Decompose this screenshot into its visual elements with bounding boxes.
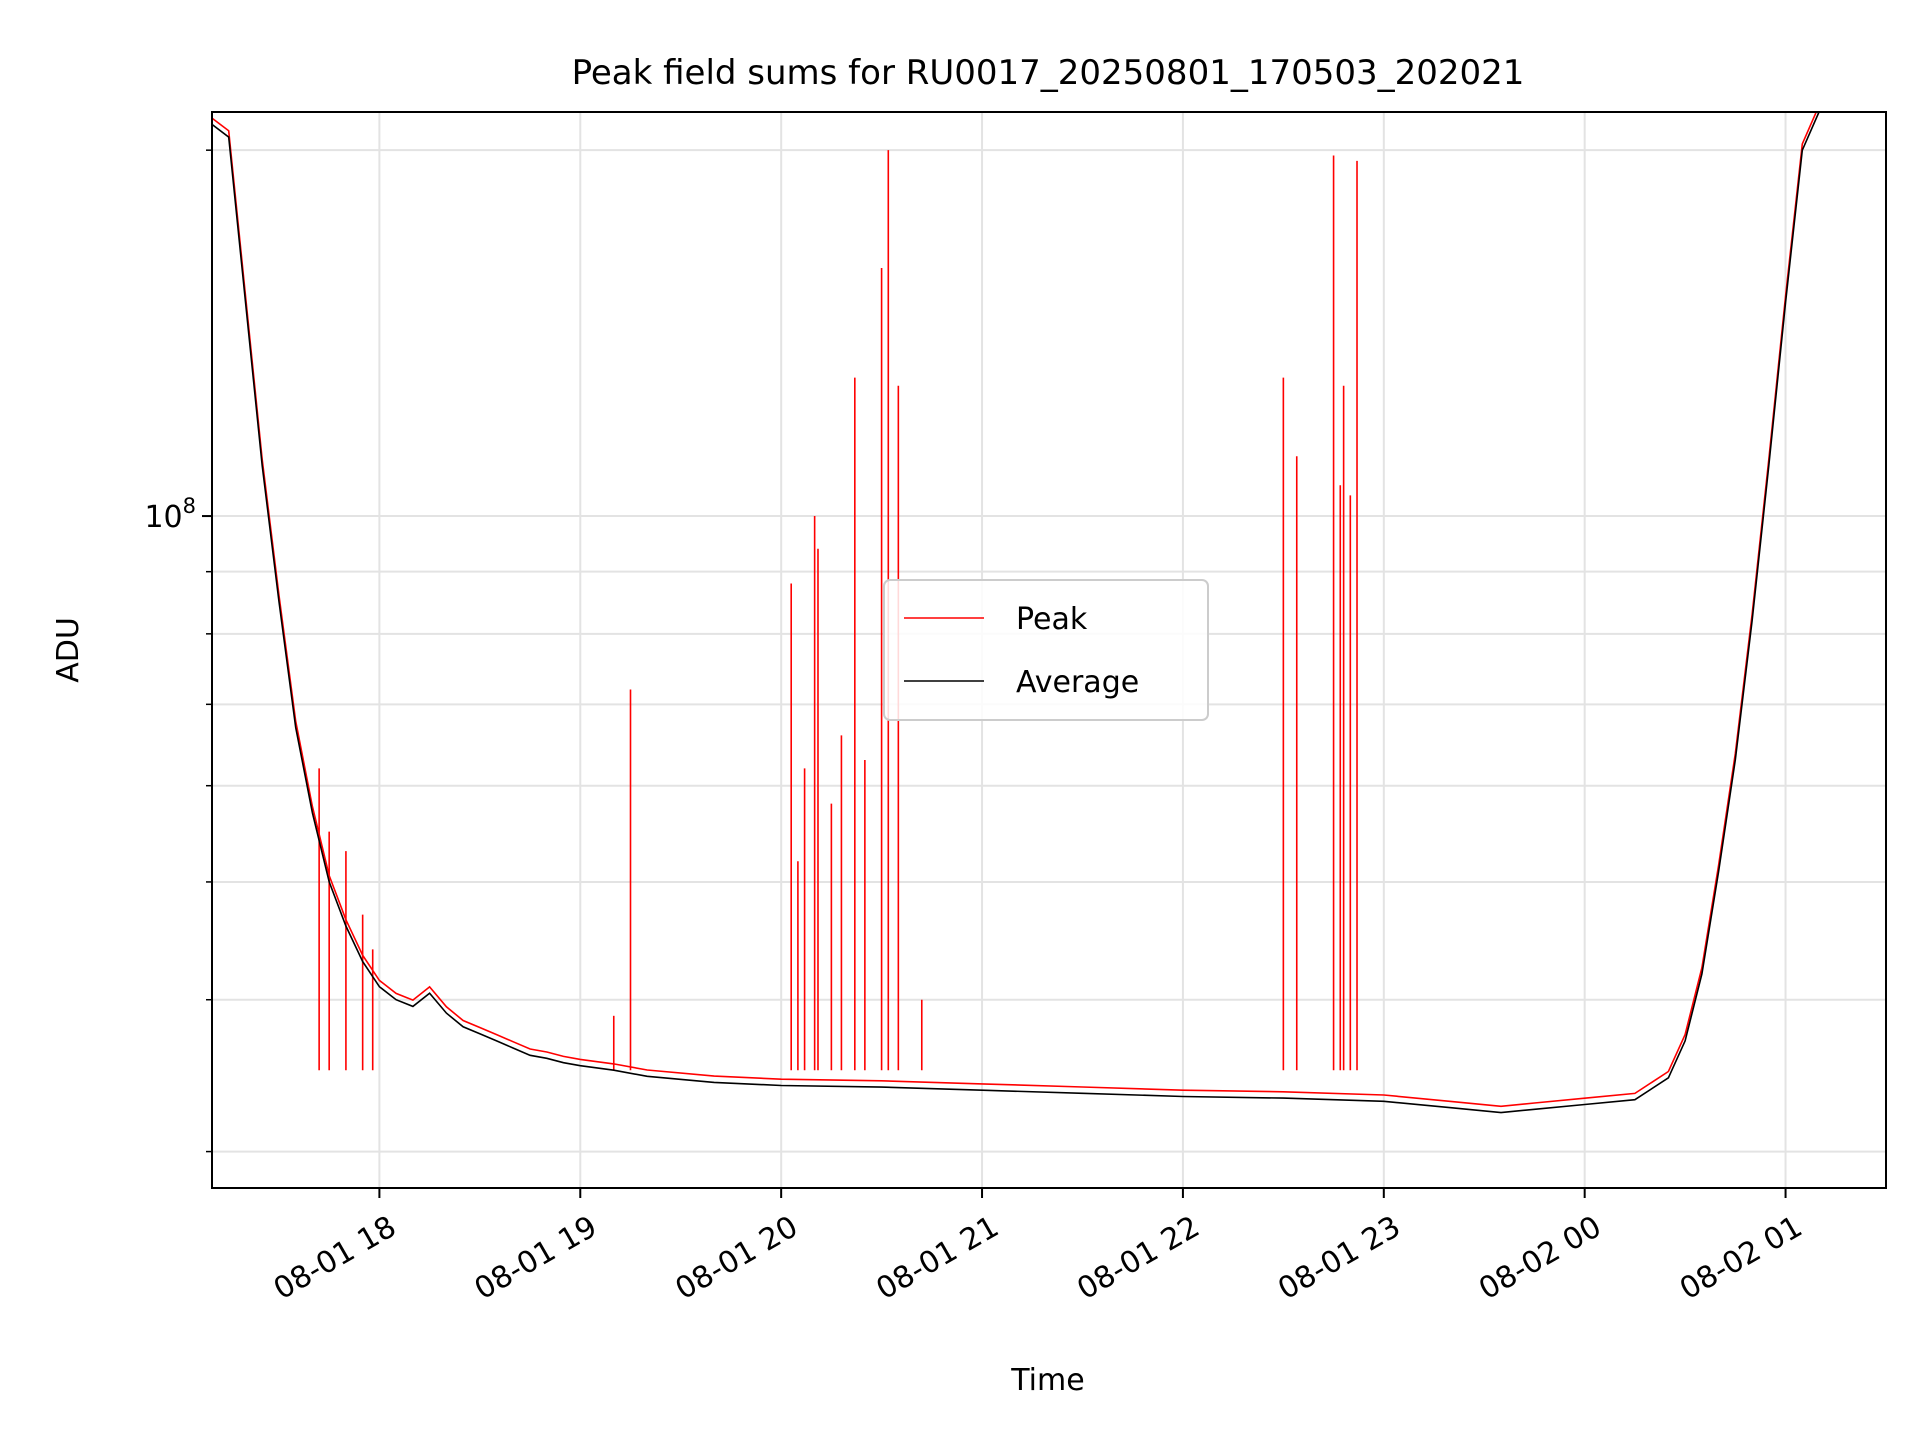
series-peak-line — [212, 112, 1818, 1108]
x-tick-label: 08-01 21 — [871, 1209, 1005, 1307]
x-axis-label: Time — [1010, 1363, 1084, 1398]
x-tick-label: 08-02 01 — [1674, 1209, 1808, 1307]
y-axis-label: ADU — [51, 617, 86, 683]
plot-area — [212, 112, 1853, 1114]
x-tick-label: 08-01 18 — [268, 1209, 402, 1307]
x-tick-label: 08-01 23 — [1272, 1209, 1406, 1307]
plot-frame — [211, 111, 1887, 1189]
chart-title: Peak field sums for RU0017_20250801_1705… — [572, 53, 1525, 93]
legend-label-peak: Peak — [1016, 602, 1088, 637]
x-tick-label: 08-01 22 — [1071, 1209, 1205, 1307]
series-layer — [212, 112, 1853, 1114]
legend: Peak Average — [883, 579, 1209, 721]
legend-label-average: Average — [1016, 665, 1139, 700]
legend-box — [883, 579, 1209, 721]
x-tick-label: 08-01 20 — [670, 1209, 804, 1307]
y-tick-label: 108 — [144, 494, 196, 535]
series-average-line — [212, 112, 1853, 1114]
x-tick-label: 08-01 19 — [469, 1209, 603, 1307]
x-tick-label: 08-02 00 — [1473, 1209, 1607, 1307]
axis-ticks: 08-01 18 08-01 19 08-01 20 08-01 21 08-01 22… — [144, 149, 1808, 1307]
